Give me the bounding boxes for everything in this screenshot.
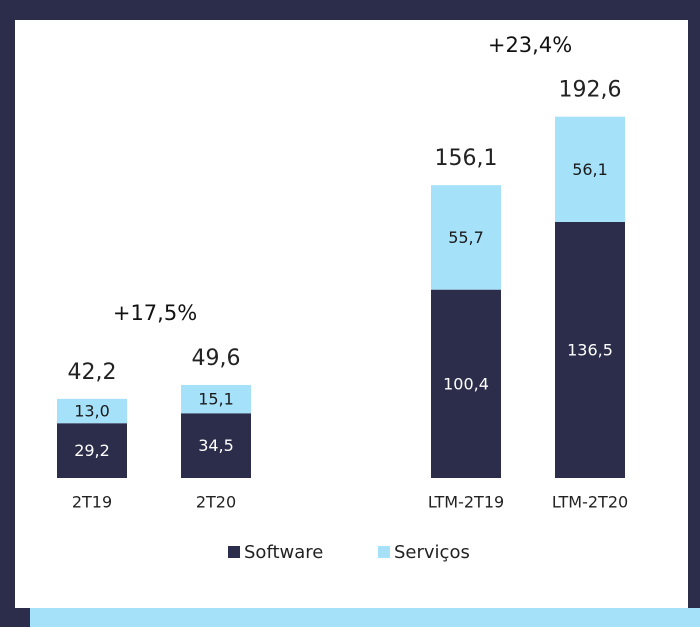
x-tick-label: LTM-2T20	[552, 493, 628, 512]
bar-segment	[57, 423, 127, 478]
bar-segment	[555, 116, 625, 222]
growth-annotation: +17,5%	[113, 301, 197, 325]
total-label: 42,2	[68, 360, 117, 385]
total-label: 192,6	[559, 78, 622, 103]
growth-annotation: +23,4%	[488, 33, 572, 57]
value-label: 56,1	[572, 160, 608, 179]
value-label: 29,2	[74, 441, 110, 460]
bar-segment	[431, 289, 501, 478]
total-label: 156,1	[435, 146, 498, 171]
value-label: 55,7	[448, 228, 484, 247]
accent-strip	[30, 608, 700, 627]
value-label: 13,0	[74, 402, 110, 421]
bar-segment	[431, 185, 501, 290]
value-label: 15,1	[198, 390, 234, 409]
bar-segment	[181, 413, 251, 478]
x-tick-label: 2T19	[72, 493, 112, 512]
total-label: 49,6	[192, 346, 241, 371]
x-tick-label: 2T20	[196, 493, 236, 512]
value-label: 34,5	[198, 436, 234, 455]
bar-segment	[555, 221, 625, 478]
legend-swatch	[378, 546, 390, 558]
bar-segment	[57, 398, 127, 424]
x-tick-label: LTM-2T19	[428, 493, 504, 512]
legend-swatch	[228, 546, 240, 558]
legend-label: Serviços	[394, 542, 470, 563]
value-label: 136,5	[567, 340, 613, 359]
bar-segment	[181, 384, 251, 414]
value-label: 100,4	[443, 374, 489, 393]
legend-label: Software	[244, 542, 323, 563]
